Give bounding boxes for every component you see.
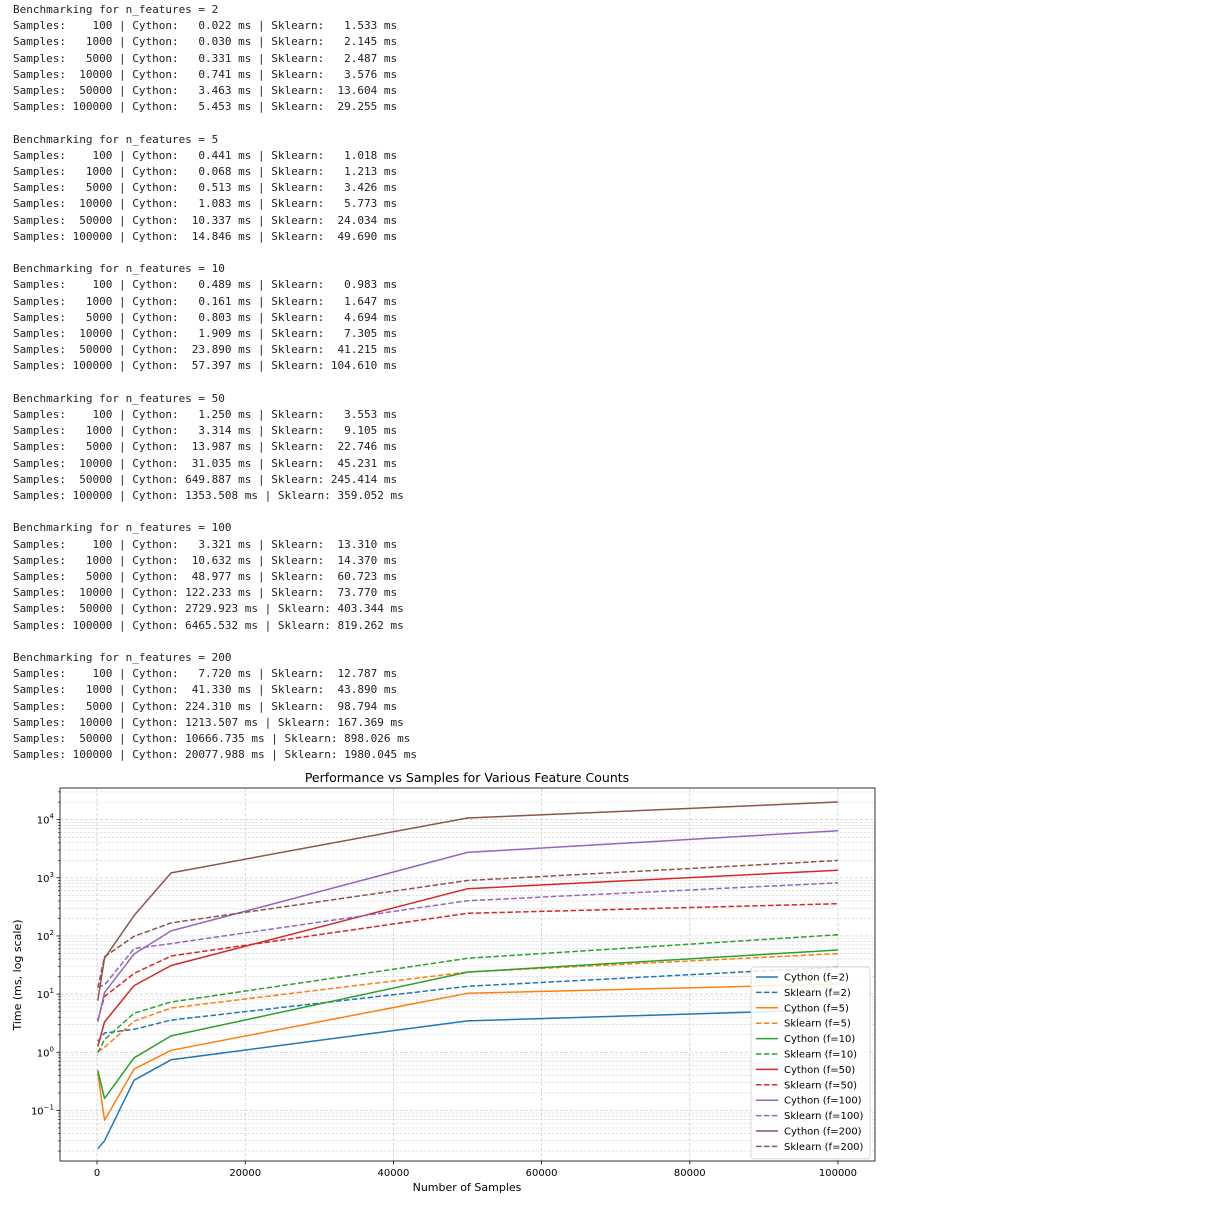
benchmark-line: Samples: 100 | Cython: 3.321 ms | Sklear…	[13, 537, 398, 551]
legend-label: Cython (f=10)	[784, 1034, 855, 1045]
benchmark-line: Samples: 50000 | Cython: 2729.923 ms | S…	[13, 602, 404, 616]
benchmark-line: Samples: 1000 | Cython: 10.632 ms | Skle…	[13, 553, 398, 567]
series-line	[97, 949, 839, 1100]
x-tick-label: 0	[94, 1168, 100, 1179]
y-tick-label: 102	[37, 929, 54, 943]
benchmark-line: Samples: 100000 | Cython: 5.453 ms | Skl…	[13, 100, 398, 114]
legend-box	[750, 966, 871, 1160]
legend-label: Sklearn (f=50)	[784, 1080, 857, 1091]
legend-label: Sklearn (f=10)	[784, 1050, 857, 1061]
benchmark-line: Samples: 100 | Cython: 1.250 ms | Sklear…	[13, 408, 398, 422]
series-line	[97, 829, 839, 1023]
benchmark-line: Samples: 10000 | Cython: 1.083 ms | Skle…	[13, 197, 398, 211]
benchmark-line: Samples: 50000 | Cython: 649.887 ms | Sk…	[13, 472, 398, 486]
benchmark-line: Samples: 10000 | Cython: 1.909 ms | Skle…	[13, 327, 398, 341]
benchmark-line: Samples: 50000 | Cython: 10666.735 ms | …	[13, 732, 411, 746]
series-line	[97, 966, 839, 1042]
benchmark-line: Samples: 1000 | Cython: 0.068 ms | Sklea…	[13, 165, 398, 179]
benchmark-block: Benchmarking for n_features = 100 Samples…	[13, 520, 417, 633]
benchmark-line: Samples: 5000 | Cython: 0.803 ms | Sklea…	[13, 310, 398, 324]
y-axis-label: Time (ms, log scale)	[11, 919, 24, 1031]
benchmark-line: Samples: 5000 | Cython: 13.987 ms | Skle…	[13, 440, 398, 454]
y-tick-label: 104	[37, 813, 55, 827]
benchmark-line: Samples: 100 | Cython: 0.441 ms | Sklear…	[13, 148, 398, 162]
benchmark-line: Samples: 100000 | Cython: 57.397 ms | Sk…	[13, 359, 398, 373]
benchmark-header: Benchmarking for n_features = 200	[13, 651, 232, 665]
x-tick-label: 60000	[526, 1168, 558, 1179]
benchmark-line: Samples: 100000 | Cython: 6465.532 ms | …	[13, 618, 404, 632]
benchmark-line: Samples: 10000 | Cython: 31.035 ms | Skl…	[13, 456, 398, 470]
benchmark-line: Samples: 50000 | Cython: 3.463 ms | Skle…	[13, 84, 398, 98]
benchmark-line: Samples: 100 | Cython: 0.489 ms | Sklear…	[13, 278, 398, 292]
x-tick-label: 100000	[819, 1168, 857, 1179]
benchmark-line: Samples: 10000 | Cython: 122.233 ms | Sk…	[13, 586, 398, 600]
legend-label: Sklearn (f=5)	[784, 1019, 851, 1030]
plot-frame	[59, 787, 876, 1162]
series-line	[97, 952, 839, 1053]
legend-label: Sklearn (f=100)	[784, 1111, 864, 1122]
x-tick-label: 20000	[229, 1168, 261, 1179]
series-line	[97, 882, 839, 988]
y-tick-label: 103	[37, 871, 54, 885]
benchmark-line: Samples: 5000 | Cython: 0.331 ms | Sklea…	[13, 51, 398, 65]
series-line	[97, 983, 839, 1121]
benchmark-line: Samples: 100000 | Cython: 14.846 ms | Sk…	[13, 229, 398, 243]
series-line	[97, 859, 839, 989]
benchmark-header: Benchmarking for n_features = 50	[13, 391, 225, 405]
benchmark-line: Samples: 100 | Cython: 0.022 ms | Sklear…	[13, 19, 398, 33]
benchmark-block: Benchmarking for n_features = 10 Samples:…	[13, 261, 417, 374]
x-tick-label: 40000	[378, 1168, 410, 1179]
legend-label: Cython (f=200)	[784, 1127, 862, 1138]
series-line	[97, 869, 839, 1047]
legend-label: Sklearn (f=2)	[784, 988, 851, 999]
x-tick-label: 80000	[674, 1168, 706, 1179]
benchmark-chart: Performance vs Samples for Various Featu…	[11, 770, 876, 1194]
benchmark-line: Samples: 100000 | Cython: 20077.988 ms |…	[13, 748, 417, 762]
chart-title: Performance vs Samples for Various Featu…	[305, 770, 629, 785]
console-output: Benchmarking for n_features = 2 Samples: …	[13, 2, 417, 780]
tick-layer: 10−1 100 101 102 103 104 0 20000 40000 60000 80000…	[31, 791, 857, 1179]
legend-label: Cython (f=100)	[784, 1096, 862, 1107]
series-line	[97, 801, 839, 1001]
benchmark-line: Samples: 5000 | Cython: 224.310 ms | Skl…	[13, 699, 398, 713]
benchmark-line: Samples: 100000 | Cython: 1353.508 ms | …	[13, 489, 404, 503]
benchmark-block: Benchmarking for n_features = 2 Samples: …	[13, 2, 417, 115]
legend-label: Cython (f=5)	[784, 1003, 849, 1014]
benchmark-header: Benchmarking for n_features = 2	[13, 3, 219, 16]
legend-label: Cython (f=50)	[784, 1065, 855, 1076]
x-axis-label: Number of Samples	[413, 1181, 522, 1194]
benchmark-header: Benchmarking for n_features = 10	[13, 262, 225, 276]
legend-label: Sklearn (f=200)	[784, 1142, 864, 1153]
benchmark-block: Benchmarking for n_features = 50 Samples:…	[13, 391, 417, 504]
y-tick-label: 10−1	[31, 1103, 54, 1117]
legend-label: Cython (f=2)	[784, 973, 849, 984]
benchmark-line: Samples: 5000 | Cython: 0.513 ms | Sklea…	[13, 181, 398, 195]
benchmark-header: Benchmarking for n_features = 5	[13, 132, 219, 146]
benchmark-line: Samples: 50000 | Cython: 23.890 ms | Skl…	[13, 343, 398, 357]
series-layer	[97, 801, 839, 1150]
benchmark-header: Benchmarking for n_features = 100	[13, 521, 232, 535]
benchmark-line: Samples: 1000 | Cython: 0.030 ms | Sklea…	[13, 35, 398, 49]
legend: Cython (f=2) Sklearn (f=2) Cython (f=5) Skl…	[750, 966, 871, 1160]
benchmark-line: Samples: 1000 | Cython: 0.161 ms | Sklea…	[13, 294, 398, 308]
benchmark-line: Samples: 1000 | Cython: 3.314 ms | Sklea…	[13, 424, 398, 438]
benchmark-line: Samples: 5000 | Cython: 48.977 ms | Skle…	[13, 570, 398, 584]
y-tick-label: 101	[37, 987, 54, 1001]
benchmark-line: Samples: 10000 | Cython: 1213.507 ms | S…	[13, 715, 404, 729]
series-line	[97, 934, 839, 1054]
grid-layer	[60, 788, 875, 1161]
benchmark-block: Benchmarking for n_features = 5 Samples: …	[13, 132, 417, 245]
benchmark-block: Benchmarking for n_features = 200 Samples…	[13, 650, 417, 763]
series-line	[97, 1008, 839, 1150]
benchmark-line: Samples: 100 | Cython: 7.720 ms | Sklear…	[13, 667, 398, 681]
benchmark-line: Samples: 50000 | Cython: 10.337 ms | Skl…	[13, 213, 398, 227]
benchmark-line: Samples: 10000 | Cython: 0.741 ms | Skle…	[13, 67, 398, 81]
y-tick-label: 100	[37, 1045, 54, 1059]
benchmark-line: Samples: 1000 | Cython: 41.330 ms | Skle…	[13, 683, 398, 697]
